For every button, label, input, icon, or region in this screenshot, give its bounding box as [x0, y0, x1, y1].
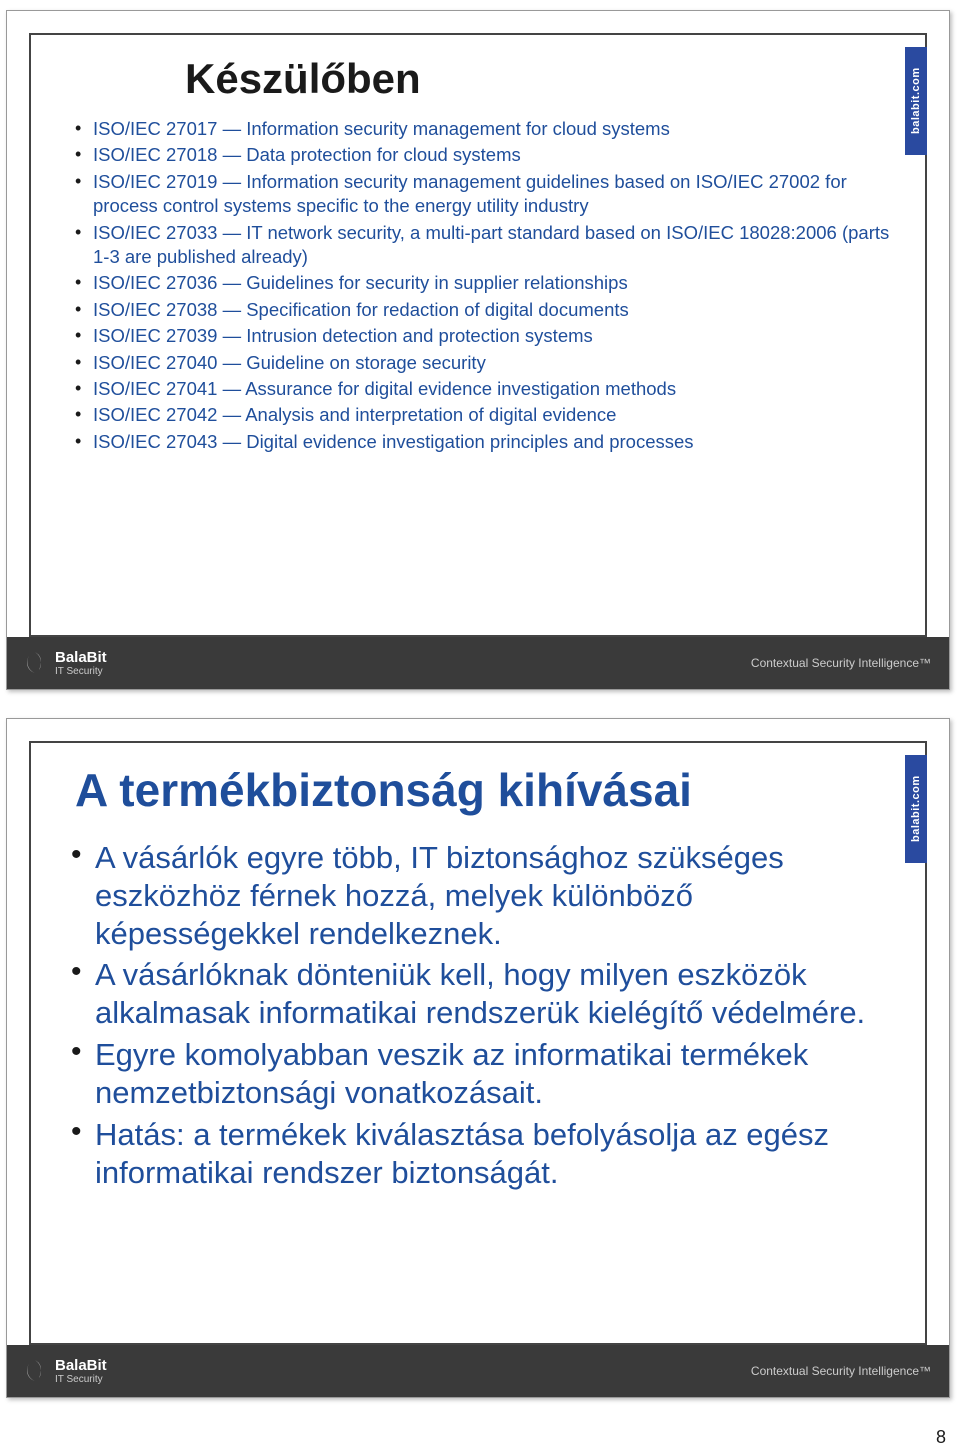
bullet-item: ISO/IEC 27036 — Guidelines for security … — [71, 271, 891, 295]
slide-2-frame: A termékbiztonság kihívásai A vásárlók e… — [29, 741, 927, 1345]
brand-line2: IT Security — [55, 667, 107, 677]
bullet-item: Hatás: a termékek kiválasztása befolyáso… — [65, 1116, 891, 1192]
bullet-item: ISO/IEC 27033 — IT network security, a m… — [71, 221, 891, 270]
bullet-item: A vásárlók egyre több, IT biztonsághoz s… — [65, 839, 891, 952]
balabit-logo-icon — [21, 650, 47, 676]
brand-line2: IT Security — [55, 1375, 107, 1385]
bullet-item: ISO/IEC 27019 — Information security man… — [71, 170, 891, 219]
slide-footer: BalaBit IT Security Contextual Security … — [7, 637, 949, 689]
footer-tagline: Contextual Security Intelligence™ — [751, 656, 931, 670]
slide-1-bullets: ISO/IEC 27017 — Information security man… — [65, 117, 891, 454]
sidebar-tab: balabit.com — [905, 47, 927, 155]
bullet-item: Egyre komolyabban veszik az informatikai… — [65, 1036, 891, 1112]
balabit-logo-icon — [21, 1358, 47, 1384]
bullet-item: ISO/IEC 27018 — Data protection for clou… — [71, 143, 891, 167]
slide-1-content: Készülőben ISO/IEC 27017 — Information s… — [31, 35, 925, 476]
sidebar-tab: balabit.com — [905, 755, 927, 863]
footer-brand-text: BalaBit IT Security — [55, 650, 107, 677]
page-number: 8 — [2, 1427, 946, 1448]
bullet-item: ISO/IEC 27043 — Digital evidence investi… — [71, 430, 891, 454]
footer-tagline: Contextual Security Intelligence™ — [751, 1364, 931, 1378]
bullet-item: ISO/IEC 27038 — Specification for redact… — [71, 298, 891, 322]
footer-brand: BalaBit IT Security — [21, 650, 107, 677]
bullet-item: ISO/IEC 27042 — Analysis and interpretat… — [71, 403, 891, 427]
bullet-item: ISO/IEC 27017 — Information security man… — [71, 117, 891, 141]
slide-2: A termékbiztonság kihívásai A vásárlók e… — [6, 718, 950, 1398]
footer-brand: BalaBit IT Security — [21, 1358, 107, 1385]
brand-line1: BalaBit — [55, 650, 107, 665]
slide-1-title: Készülőben — [185, 55, 891, 103]
bullet-item: A vásárlóknak dönteniük kell, hogy milye… — [65, 956, 891, 1032]
slide-1: Készülőben ISO/IEC 27017 — Information s… — [6, 10, 950, 690]
slide-2-bullets: A vásárlók egyre több, IT biztonsághoz s… — [65, 839, 891, 1191]
bullet-item: ISO/IEC 27040 — Guideline on storage sec… — [71, 351, 891, 375]
bullet-item: ISO/IEC 27041 — Assurance for digital ev… — [71, 377, 891, 401]
slide-footer: BalaBit IT Security Contextual Security … — [7, 1345, 949, 1397]
page-stack: Készülőben ISO/IEC 27017 — Information s… — [0, 0, 960, 1436]
slide-1-frame: Készülőben ISO/IEC 27017 — Information s… — [29, 33, 927, 637]
slide-2-content: A termékbiztonság kihívásai A vásárlók e… — [31, 743, 925, 1215]
brand-line1: BalaBit — [55, 1358, 107, 1373]
footer-brand-text: BalaBit IT Security — [55, 1358, 107, 1385]
slide-2-title: A termékbiztonság kihívásai — [75, 763, 891, 817]
bullet-item: ISO/IEC 27039 — Intrusion detection and … — [71, 324, 891, 348]
